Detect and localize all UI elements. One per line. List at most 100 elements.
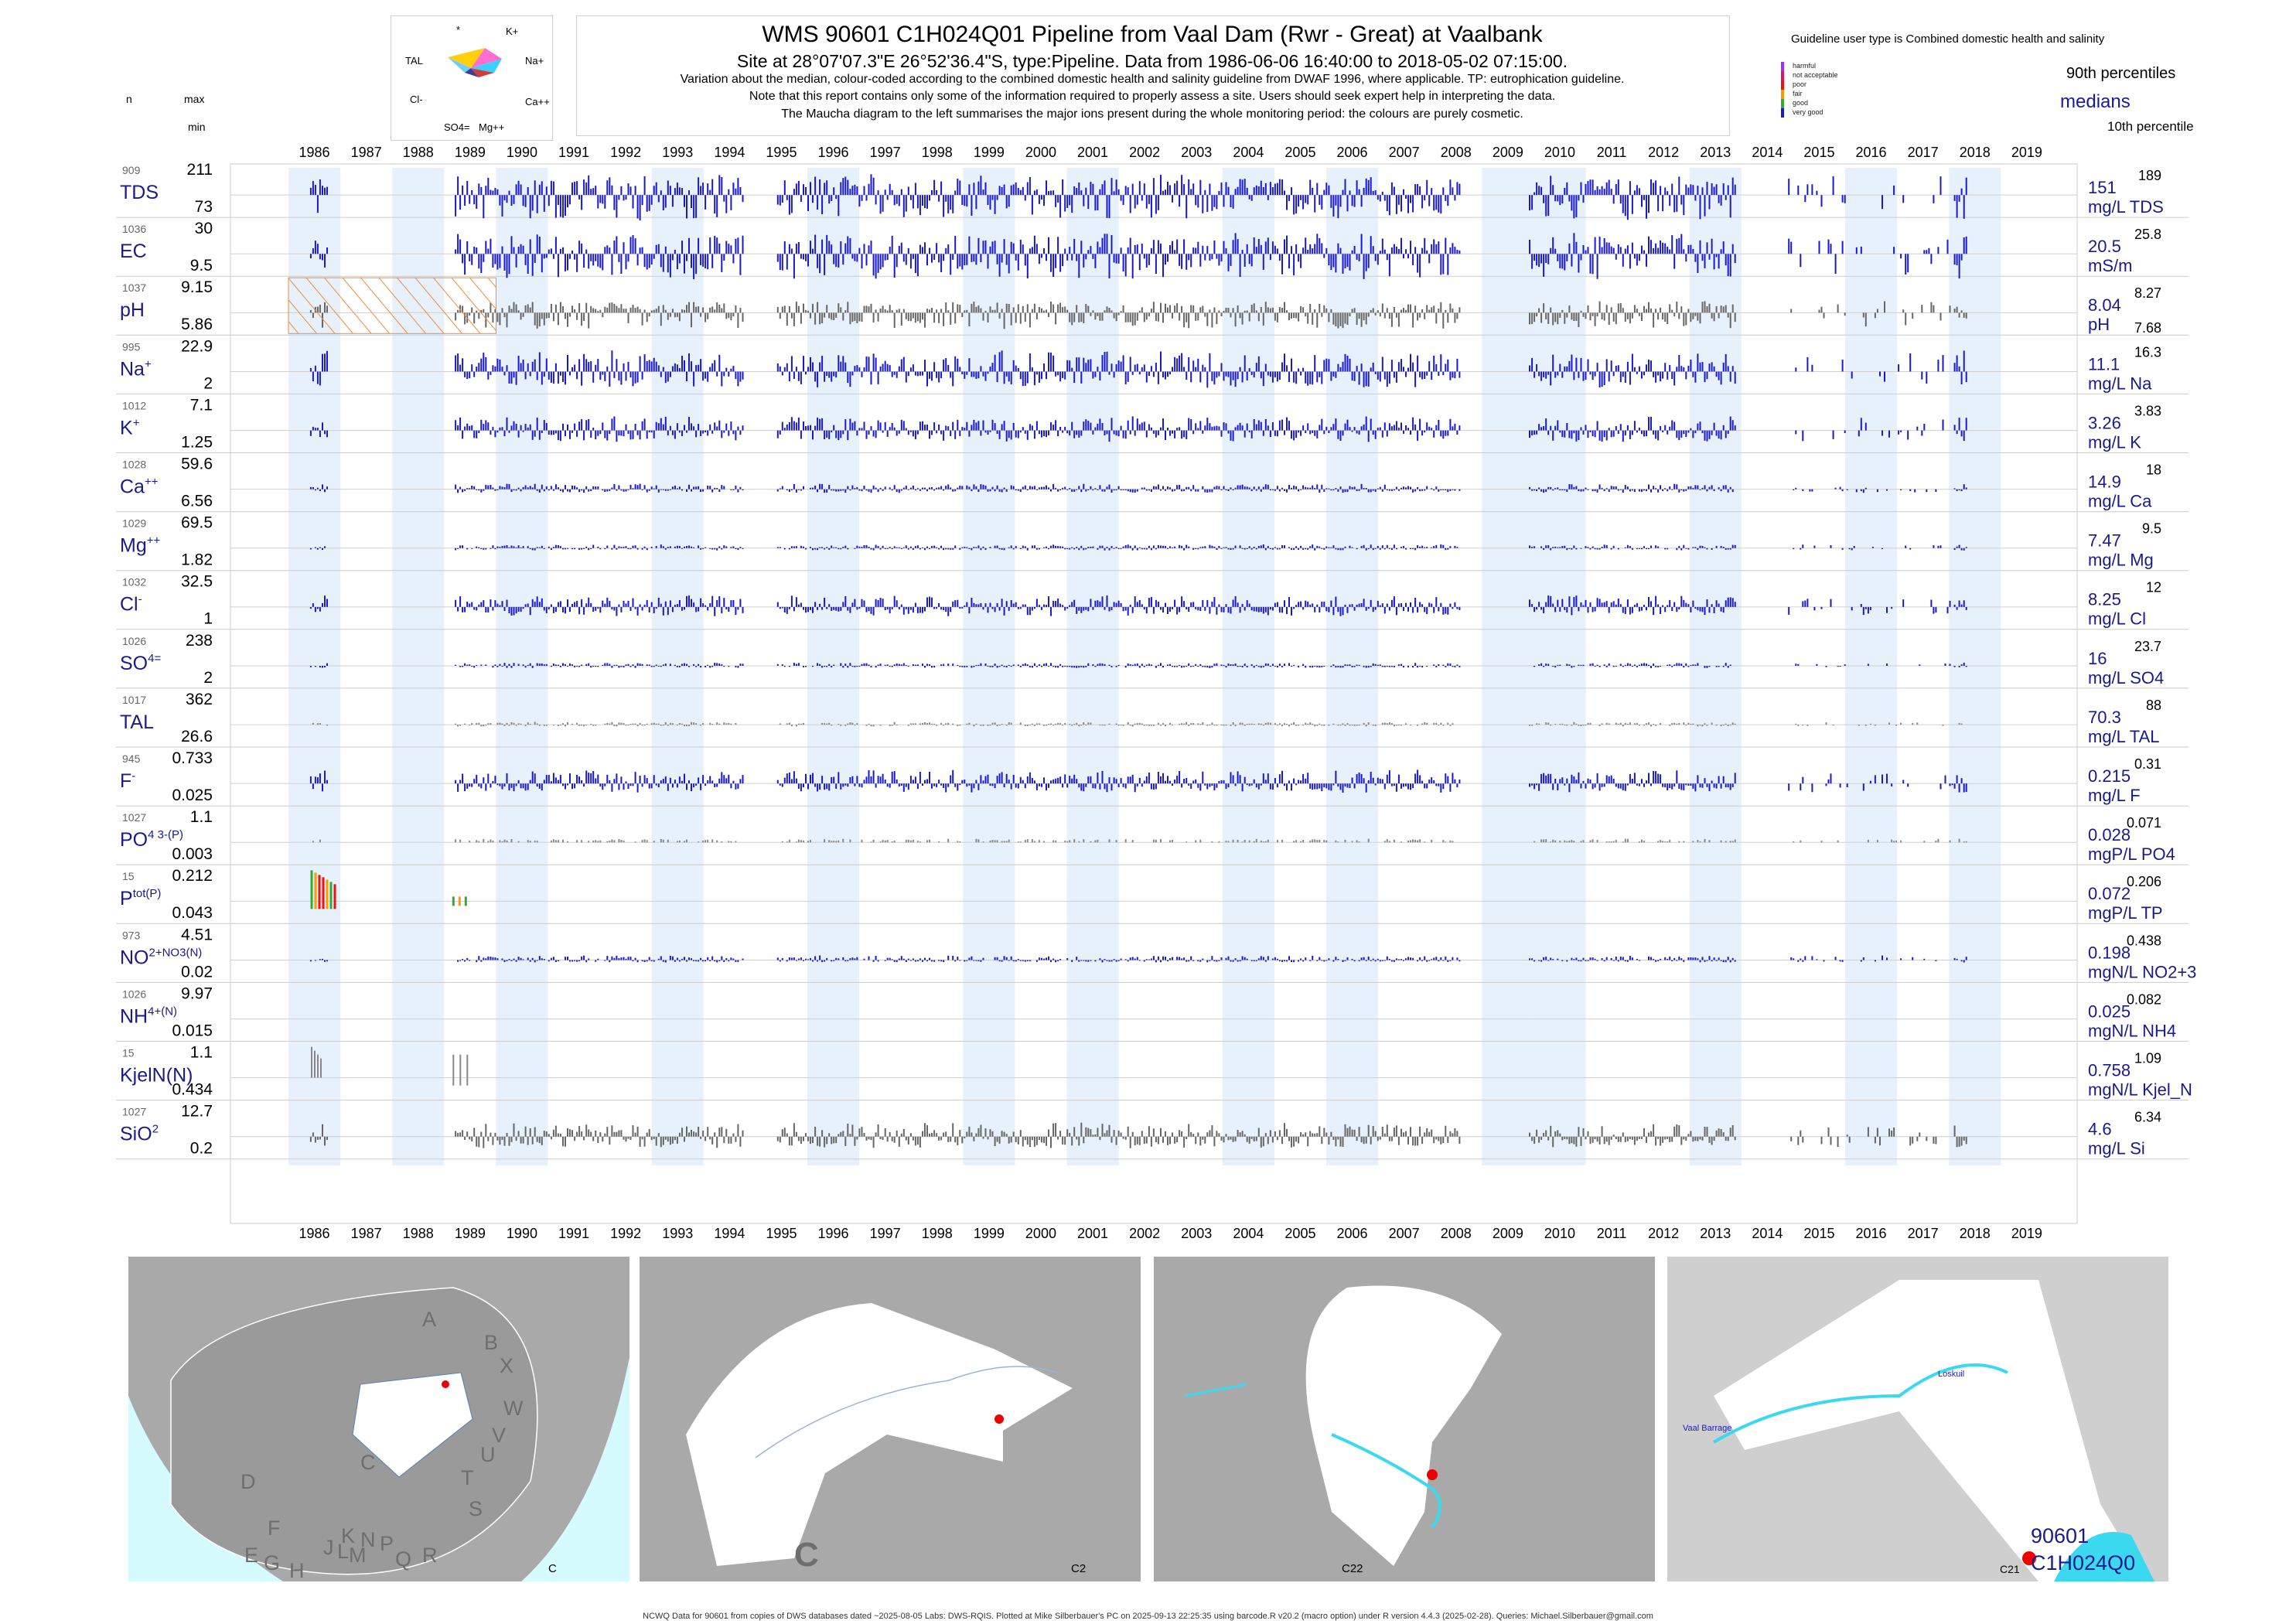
unit-label-tds: mg/L TDS bbox=[2088, 197, 2164, 217]
maucha-diagram-box bbox=[391, 15, 553, 141]
parameter-name-tds: TDS bbox=[120, 182, 159, 203]
year-label-top-2005: 2005 bbox=[1284, 145, 1315, 160]
p10-label: 10th percentile bbox=[2107, 119, 2194, 134]
min-value-na-: 2 bbox=[203, 374, 213, 392]
parameter-name-k-: K+ bbox=[120, 416, 140, 438]
unit-label-so4-: mg/L SO4 bbox=[2088, 668, 2164, 687]
year-label-bottom-2010: 2010 bbox=[1544, 1226, 1575, 1241]
unit-label-cl-: mg/L Cl bbox=[2088, 609, 2146, 629]
bars-cl- bbox=[309, 595, 1967, 616]
year-label-bottom-2003: 2003 bbox=[1181, 1226, 1212, 1241]
max-value-k-: 7.1 bbox=[190, 396, 213, 414]
year-label-bottom-1999: 1999 bbox=[974, 1226, 1005, 1241]
p90-value-tds: 189 bbox=[2138, 168, 2161, 183]
title-box bbox=[576, 15, 1730, 136]
year-label-top-2017: 2017 bbox=[1908, 145, 1939, 160]
year-label-bottom-1996: 1996 bbox=[818, 1226, 849, 1241]
p90-value-ca-: 18 bbox=[2146, 462, 2161, 478]
parameter-name-ec: EC bbox=[120, 241, 147, 262]
chart-title: WMS 90601 C1H024Q01 Pipeline from Vaal D… bbox=[762, 22, 1543, 47]
plot-frame bbox=[230, 163, 2078, 1224]
legend-swatch-good bbox=[1781, 99, 1784, 108]
year-label-bottom-2015: 2015 bbox=[1803, 1226, 1834, 1241]
max-value-mg-: 69.5 bbox=[181, 514, 213, 532]
legend-label-good: good bbox=[1793, 99, 1809, 107]
year-label-top-2015: 2015 bbox=[1803, 145, 1834, 160]
legend-swatch-poor bbox=[1781, 80, 1784, 90]
min-value-k-: 1.25 bbox=[181, 433, 213, 451]
year-label-bottom-2017: 2017 bbox=[1908, 1226, 1939, 1241]
year-label-top-2002: 2002 bbox=[1129, 145, 1160, 160]
year-label-bottom-2008: 2008 bbox=[1441, 1226, 1472, 1241]
year-label-bottom-1986: 1986 bbox=[299, 1226, 330, 1241]
legend-label-harmful: harmful bbox=[1793, 62, 1817, 70]
year-label-bottom-2007: 2007 bbox=[1389, 1226, 1420, 1241]
min-value-ca-: 6.56 bbox=[181, 493, 213, 510]
median-value-ca-: 14.9 bbox=[2088, 473, 2121, 492]
column-header-min: min bbox=[188, 121, 206, 133]
legend-swatch-harmful bbox=[1781, 62, 1784, 71]
parameter-name-mg-: Mg++ bbox=[120, 534, 160, 557]
min-value-tal: 26.6 bbox=[181, 728, 213, 745]
n-count-so4-: 1026 bbox=[122, 635, 146, 647]
max-value-ec: 30 bbox=[195, 220, 213, 237]
year-label-top-2000: 2000 bbox=[1025, 145, 1056, 160]
n-count-cl-: 1032 bbox=[122, 576, 146, 589]
year-label-top-1987: 1987 bbox=[351, 145, 382, 160]
year-band-2018 bbox=[1949, 168, 2001, 1165]
legend-swatch-fair bbox=[1781, 90, 1784, 99]
year-label-bottom-2014: 2014 bbox=[1752, 1226, 1783, 1241]
year-label-bottom-1992: 1992 bbox=[610, 1226, 641, 1241]
year-band-2010 bbox=[1534, 168, 1586, 1165]
year-band-2009 bbox=[1482, 168, 1534, 1165]
min-value-ph: 5.86 bbox=[181, 316, 213, 333]
year-label-top-2007: 2007 bbox=[1389, 145, 1420, 160]
year-label-top-2018: 2018 bbox=[1960, 145, 1991, 160]
year-label-top-2019: 2019 bbox=[2011, 145, 2042, 160]
year-label-top-2003: 2003 bbox=[1181, 145, 1212, 160]
year-label-bottom-2006: 2006 bbox=[1337, 1226, 1368, 1241]
parameter-name-cl-: Cl- bbox=[120, 593, 142, 616]
year-band-1996 bbox=[807, 168, 860, 1165]
year-label-top-1991: 1991 bbox=[558, 145, 589, 160]
chart-subtitle: Site at 28°07'07.3"E 26°52'36.4"S, type:… bbox=[736, 51, 1568, 71]
year-label-bottom-1990: 1990 bbox=[507, 1226, 537, 1241]
year-band-1990 bbox=[496, 168, 548, 1165]
parameter-name-so4-: SO4= bbox=[120, 652, 161, 674]
year-label-bottom-1987: 1987 bbox=[351, 1226, 382, 1241]
max-value-tal: 362 bbox=[186, 691, 213, 708]
year-band-2004 bbox=[1222, 168, 1274, 1165]
year-label-top-2011: 2011 bbox=[1597, 145, 1627, 160]
legend-swatch-very-good bbox=[1781, 108, 1784, 118]
n-count-tal: 1017 bbox=[122, 694, 146, 706]
year-label-top-2006: 2006 bbox=[1337, 145, 1368, 160]
legend-label-fair: fair bbox=[1793, 90, 1803, 97]
p90-value-na-: 16.3 bbox=[2134, 344, 2161, 360]
year-label-bottom-2012: 2012 bbox=[1648, 1226, 1679, 1241]
year-label-bottom-1994: 1994 bbox=[714, 1226, 745, 1241]
year-label-bottom-2009: 2009 bbox=[1493, 1226, 1523, 1241]
year-label-bottom-1991: 1991 bbox=[558, 1226, 589, 1241]
year-label-bottom-2001: 2001 bbox=[1077, 1226, 1108, 1241]
max-value-na-: 22.9 bbox=[181, 337, 213, 355]
unit-label-ph: pH bbox=[2088, 315, 2110, 334]
year-label-bottom-2013: 2013 bbox=[1700, 1226, 1731, 1241]
bars-k- bbox=[309, 416, 1967, 442]
year-label-top-1994: 1994 bbox=[714, 145, 745, 160]
legend-label-very-good: very good bbox=[1793, 108, 1823, 116]
year-label-bottom-2018: 2018 bbox=[1960, 1226, 1991, 1241]
year-label-bottom-2016: 2016 bbox=[1856, 1226, 1887, 1241]
p90-value-ec: 25.8 bbox=[2134, 227, 2161, 242]
year-label-bottom-1998: 1998 bbox=[922, 1226, 953, 1241]
year-band-2001 bbox=[1066, 168, 1119, 1165]
parameter-name-na-: Na+ bbox=[120, 357, 152, 380]
median-value-k-: 3.26 bbox=[2088, 413, 2121, 432]
year-label-top-1999: 1999 bbox=[974, 145, 1005, 160]
year-label-top-1997: 1997 bbox=[870, 145, 901, 160]
min-value-ec: 9.5 bbox=[190, 257, 213, 275]
median-value-tal: 70.3 bbox=[2088, 708, 2121, 727]
parameter-name-tal: TAL bbox=[120, 711, 154, 733]
p90-value-k-: 3.83 bbox=[2134, 403, 2161, 418]
unit-label-mg-: mg/L Mg bbox=[2088, 551, 2154, 570]
median-value-ph: 8.04 bbox=[2088, 295, 2121, 315]
